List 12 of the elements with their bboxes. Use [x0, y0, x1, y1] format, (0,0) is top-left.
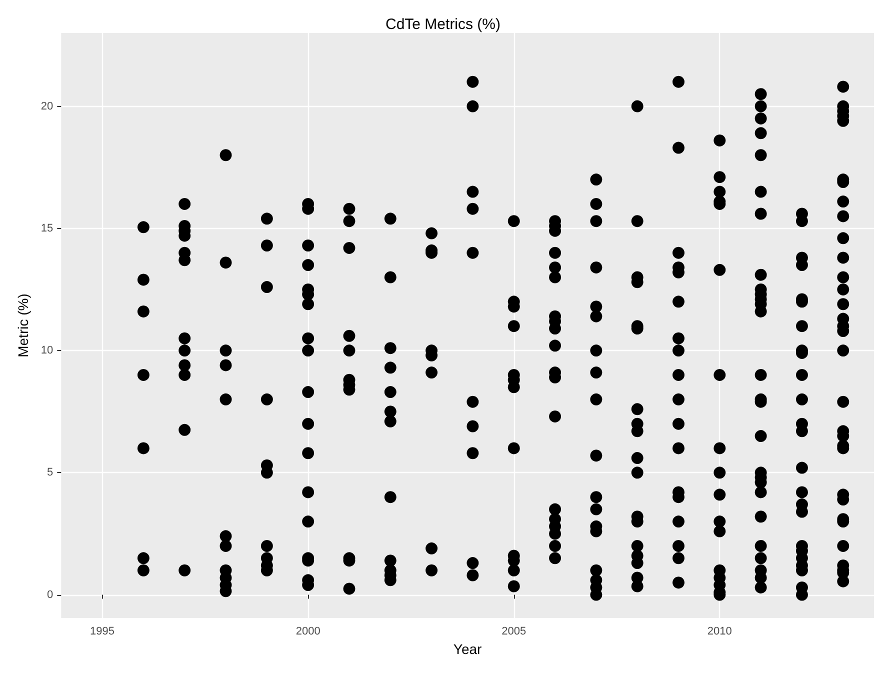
x-tick-label: 2005: [502, 626, 526, 638]
y-tick-label: 20: [40, 100, 54, 112]
x-tick-label: 2010: [707, 626, 732, 638]
x-axis-title: Year: [453, 640, 482, 657]
y-tick-label: 15: [40, 222, 54, 234]
y-tick-label: 10: [40, 344, 54, 357]
x-tick-label: 2000: [296, 626, 320, 638]
y-axis-title: Metric (%): [15, 294, 31, 358]
y-tick-label: 0: [47, 588, 54, 601]
chart-title: CdTe Metrics (%): [385, 16, 501, 33]
x-tick-label: 1995: [90, 626, 115, 638]
y-tick-label: 5: [47, 466, 54, 479]
